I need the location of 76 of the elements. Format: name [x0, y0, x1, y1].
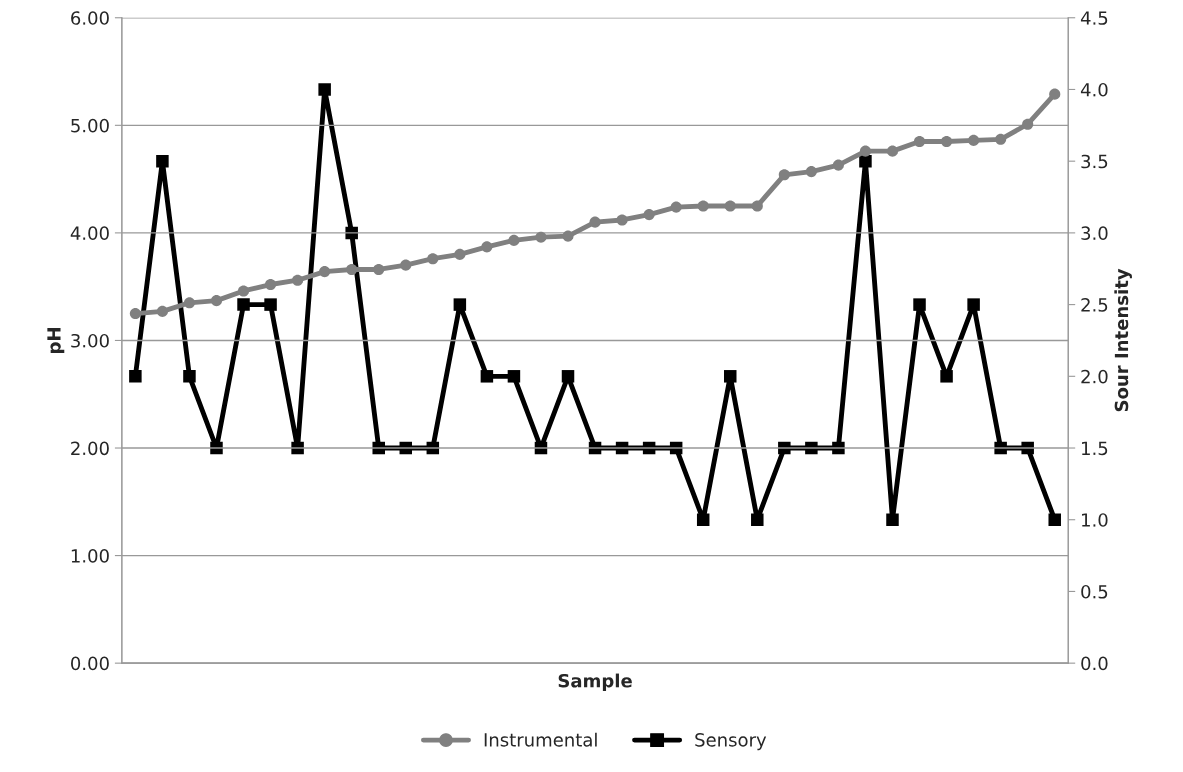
- y2-tick-label: 2.5: [1081, 298, 1108, 312]
- y2-tick-label: 4.0: [1080, 82, 1108, 97]
- y2-axis-title: Sour Intensity: [1114, 268, 1132, 412]
- point: [264, 298, 277, 311]
- point: [886, 145, 899, 157]
- point: [535, 231, 547, 243]
- legend-label: Instrumental: [484, 732, 597, 747]
- point: [886, 513, 899, 526]
- y-axis-title: pH: [47, 328, 65, 353]
- point: [507, 370, 521, 383]
- point: [183, 370, 196, 383]
- point: [156, 305, 168, 317]
- point: [643, 209, 655, 221]
- point: [941, 135, 953, 148]
- point: [913, 135, 926, 148]
- point: [129, 308, 141, 320]
- point: [237, 285, 250, 297]
- point: [832, 159, 844, 171]
- point: [913, 298, 926, 311]
- point: [724, 370, 737, 383]
- point: [805, 166, 817, 178]
- point: [453, 298, 467, 311]
- point: [1048, 513, 1061, 526]
- point: [995, 133, 1007, 145]
- y-tick-label: 2.00: [71, 441, 109, 456]
- point: [1049, 88, 1061, 100]
- point: [859, 154, 872, 168]
- point: [940, 370, 953, 383]
- point: [697, 200, 709, 212]
- point: [373, 263, 385, 276]
- y2-tick-label: 3.5: [1081, 154, 1108, 169]
- y-tick-label: 4.00: [70, 226, 109, 240]
- y-tick-label: 6.00: [71, 11, 109, 25]
- point: [859, 145, 871, 157]
- y2-tick-label: 2.0: [1081, 369, 1108, 384]
- point: [129, 370, 142, 383]
- point: [480, 370, 494, 383]
- point: [427, 253, 439, 265]
- point: [156, 154, 169, 168]
- point: [318, 83, 331, 96]
- point: [562, 230, 574, 242]
- legend-label: Sensory: [695, 733, 767, 751]
- point: [1022, 118, 1034, 130]
- point: [481, 241, 493, 253]
- y-tick-label: 1.00: [71, 549, 109, 563]
- y2-tick-label: 1.5: [1082, 441, 1108, 456]
- y2-tick-label: 3.0: [1081, 226, 1108, 240]
- y-tick-label: 5.00: [71, 118, 109, 133]
- x-axis-title: Sample: [558, 673, 632, 692]
- point: [616, 214, 628, 226]
- point: [967, 298, 980, 311]
- point: [968, 134, 980, 146]
- y2-tick-label: 0.5: [1081, 584, 1108, 599]
- point: [319, 266, 331, 278]
- point: [751, 200, 763, 212]
- y2-tick-label: 0.0: [1081, 656, 1108, 671]
- y2-tick-label: 1.0: [1082, 513, 1108, 527]
- y-tick-label: 0.00: [71, 656, 109, 671]
- point: [778, 169, 790, 181]
- point: [265, 278, 277, 291]
- point: [346, 263, 358, 276]
- point: [696, 513, 710, 526]
- point: [237, 298, 250, 311]
- y-tick-label: 3.00: [71, 333, 109, 348]
- y2-tick-label: 4.5: [1080, 11, 1108, 25]
- point: [561, 370, 575, 383]
- point: [292, 274, 304, 286]
- point: [400, 259, 412, 271]
- point: [508, 234, 520, 246]
- point: [589, 216, 601, 228]
- point: [724, 200, 736, 212]
- point: [210, 295, 223, 307]
- point: [183, 297, 195, 309]
- point: [670, 201, 682, 213]
- point: [454, 248, 466, 260]
- point: [751, 513, 764, 526]
